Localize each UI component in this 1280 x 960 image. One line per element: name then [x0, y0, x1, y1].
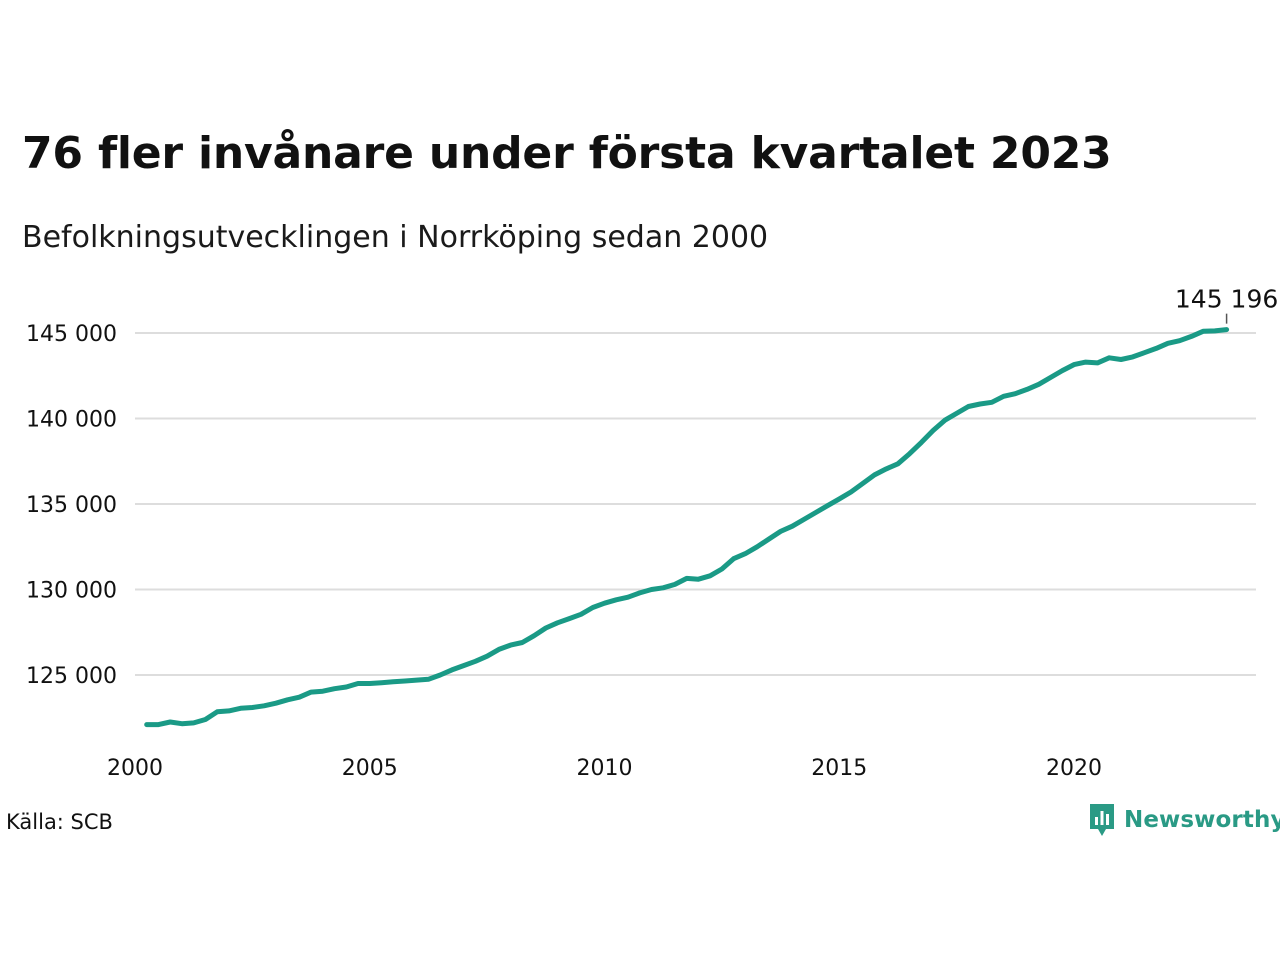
- chart-title: 76 fler invånare under första kvartalet …: [22, 128, 1112, 179]
- x-tick-label: 2020: [1046, 756, 1102, 781]
- source-note: Källa: SCB: [6, 810, 113, 834]
- x-tick-label: 2000: [107, 756, 163, 781]
- y-tick-label: 140 000: [26, 408, 117, 433]
- series-layer: [144, 327, 1230, 728]
- end-value-label: 145 196: [1175, 285, 1278, 314]
- x-tick-label: 2010: [577, 756, 633, 781]
- x-tick-label: 2005: [342, 756, 398, 781]
- newsworthy-logo-icon: [1090, 804, 1114, 836]
- x-axis-labels: 2000 2005 2010 2015 2020: [107, 756, 1102, 781]
- x-tick-label: 2015: [811, 756, 867, 781]
- y-tick-label: 130 000: [26, 579, 117, 604]
- annotation-layer: 145 196: [1175, 285, 1278, 324]
- y-tick-label: 145 000: [26, 322, 117, 347]
- brand-name: Newsworthy: [1124, 807, 1280, 833]
- y-tick-label: 125 000: [26, 664, 117, 689]
- chart-subtitle: Befolkningsutvecklingen i Norrköping sed…: [22, 220, 769, 255]
- brand[interactable]: Newsworthy: [1088, 802, 1280, 838]
- y-axis-labels: 125 000 130 000 135 000 140 000 145 000: [26, 322, 117, 689]
- grid-lines: [135, 332, 1256, 676]
- line-chart: 125 000 130 000 135 000 140 000 145 000 2000…: [26, 285, 1278, 781]
- series-line: [144, 327, 1230, 728]
- y-tick-label: 135 000: [26, 493, 117, 518]
